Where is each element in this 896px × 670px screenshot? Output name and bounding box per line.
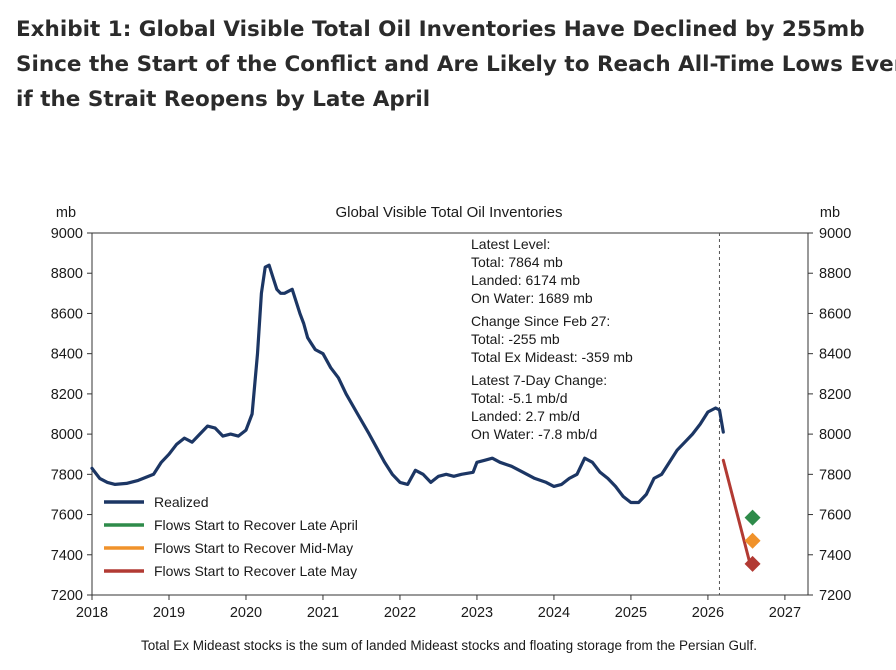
y-tick-label-left: 7200 (51, 588, 83, 604)
legend-label: Realized (154, 494, 208, 510)
y-tick-label-right: 8400 (819, 347, 851, 363)
annotation-line: On Water: 1689 mb (471, 290, 593, 306)
y-tick-label-left: 8000 (51, 427, 83, 443)
y-unit-left: mb (56, 205, 76, 221)
y-tick-label-right: 7200 (819, 588, 851, 604)
annotation-line: Total Ex Mideast: -359 mb (471, 349, 633, 365)
chart-title: Global Visible Total Oil Inventories (335, 204, 562, 221)
y-tick-label-left: 7600 (51, 508, 83, 524)
chart-footnote: Total Ex Mideast stocks is the sum of la… (141, 638, 757, 653)
legend-label: Flows Start to Recover Late May (154, 563, 357, 579)
plot-frame (91, 232, 809, 596)
legend-label: Flows Start to Recover Late April (154, 517, 358, 533)
y-tick-label-right: 8800 (819, 266, 851, 282)
x-tick-label: 2027 (769, 605, 801, 621)
exhibit-headline: Exhibit 1: Global Visible Total Oil Inve… (16, 12, 896, 117)
y-tick-label-right: 8000 (819, 427, 851, 443)
series-line-realized (90, 263, 725, 505)
x-tick-label: 2022 (384, 605, 416, 621)
y-tick-label-left: 8200 (51, 387, 83, 403)
marker-flows-start-to-recover-late-may (744, 555, 761, 572)
y-tick-label-left: 8600 (51, 306, 83, 322)
annotation-line: Total: -255 mb (471, 331, 560, 347)
annotation-line: Total: 7864 mb (471, 254, 563, 270)
annotation-line: Total: -5.1 mb/d (471, 390, 568, 406)
y-tick-label-left: 8400 (51, 347, 83, 363)
annotation-line: Latest 7-Day Change: (471, 372, 607, 388)
marker-flows-start-to-recover-late-april (744, 509, 761, 526)
y-tick-label-left: 7400 (51, 548, 83, 564)
x-tick-label: 2024 (538, 605, 570, 621)
y-tick-label-left: 7800 (51, 467, 83, 483)
y-tick-label-left: 9000 (51, 226, 83, 242)
legend: Realized Flows Start to Recover Late Apri… (104, 494, 358, 579)
y-tick-label-right: 8200 (819, 387, 851, 403)
y-tick-label-right: 7800 (819, 467, 851, 483)
y-tick-label-left: 8800 (51, 266, 83, 282)
y-tick-label-right: 7600 (819, 508, 851, 524)
annotation-line: Change Since Feb 27: (471, 313, 610, 329)
annotation-line: Latest Level: (471, 236, 550, 252)
axes-layer: 7200 7200 7400 7400 7600 7600 7800 7800 8000 8000… (51, 226, 852, 621)
y-tick-label-right: 8600 (819, 306, 851, 322)
legend-label: Flows Start to Recover Mid-May (154, 540, 353, 556)
headline-line: if the Strait Reopens by Late April (16, 87, 431, 112)
x-tick-label: 2025 (615, 605, 647, 621)
y-unit-right: mb (820, 205, 840, 221)
marker-flows-start-to-recover-mid-may (744, 532, 761, 549)
headline-line: Since the Start of the Conflict and Are … (16, 52, 896, 77)
x-tick-label: 2021 (307, 605, 339, 621)
x-tick-label: 2018 (76, 605, 108, 621)
series-line-flows-start-to-recover-late-may (721, 458, 752, 567)
y-tick-label-right: 7400 (819, 548, 851, 564)
headline-line: Exhibit 1: Global Visible Total Oil Inve… (16, 17, 865, 42)
annotation-block: Latest Level: Total: 7864 mb Landed: 6174 … (471, 236, 633, 442)
y-tick-label-right: 9000 (819, 226, 851, 242)
data-layer (90, 233, 761, 595)
x-tick-label: 2023 (461, 605, 493, 621)
x-tick-label: 2019 (153, 605, 185, 621)
x-tick-label: 2020 (230, 605, 262, 621)
x-tick-label: 2026 (692, 605, 724, 621)
annotation-line: On Water: -7.8 mb/d (471, 426, 597, 442)
annotation-line: Landed: 2.7 mb/d (471, 408, 580, 424)
annotation-line: Landed: 6174 mb (471, 272, 580, 288)
